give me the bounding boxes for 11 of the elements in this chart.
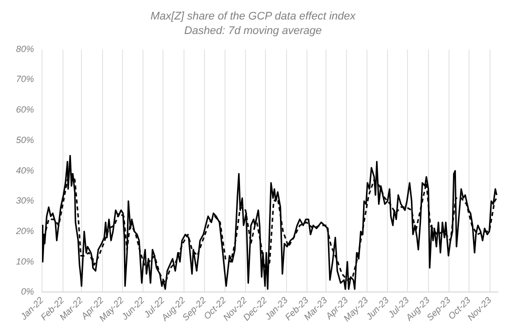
chart-subtitle: Dashed: 7d moving average (184, 24, 322, 37)
y-tick-label: 50% (16, 134, 34, 145)
y-tick-label: 40% (16, 165, 34, 176)
y-tick-label: 70% (16, 74, 34, 84)
y-tick-label: 20% (15, 226, 34, 236)
y-tick-label: 80% (16, 44, 34, 54)
chart-title: Max[Z] share of the GCP data effect index (150, 10, 356, 23)
y-tick-label: 30% (16, 196, 34, 206)
y-tick-label: 10% (16, 256, 34, 266)
y-tick-label: 0% (21, 286, 34, 297)
y-tick-label: 60% (16, 104, 34, 115)
